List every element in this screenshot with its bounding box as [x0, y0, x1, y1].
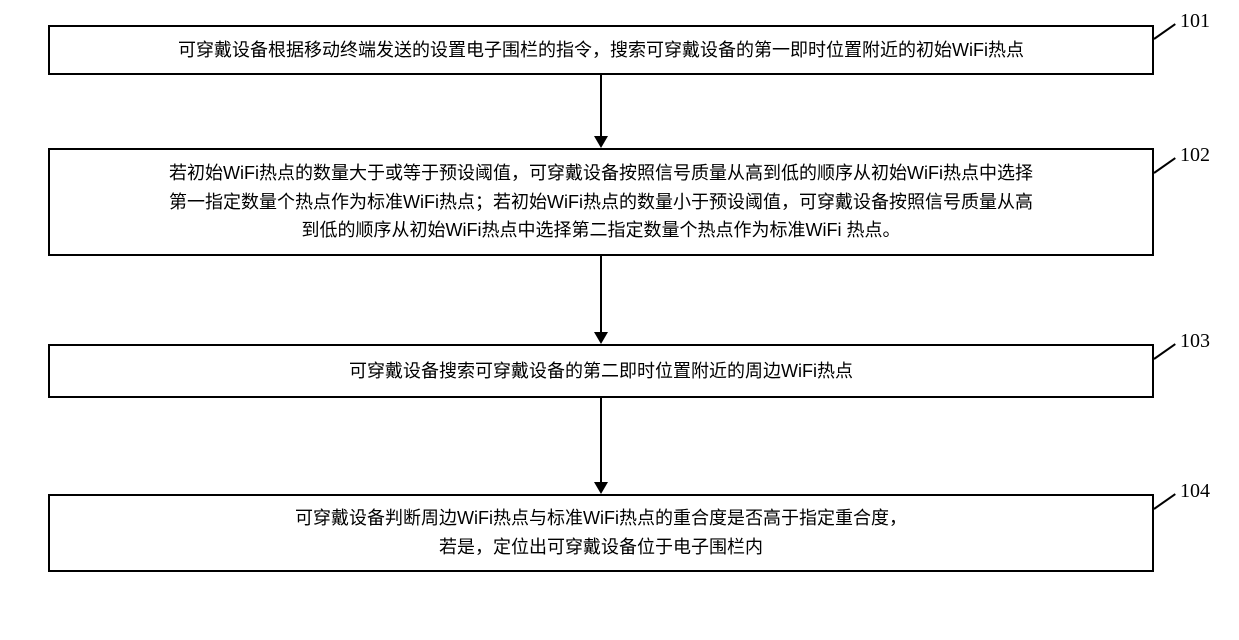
step-label-104: 104 [1180, 480, 1210, 503]
flow-step-text: 可穿戴设备根据移动终端发送的设置电子围栏的指令，搜索可穿戴设备的第一即时位置附近… [178, 36, 1024, 65]
step-label-103: 103 [1180, 330, 1210, 353]
flow-arrow [600, 75, 602, 136]
flow-arrow-head [594, 482, 608, 494]
flow-step-101: 可穿戴设备根据移动终端发送的设置电子围栏的指令，搜索可穿戴设备的第一即时位置附近… [48, 25, 1154, 75]
flow-step-104: 可穿戴设备判断周边WiFi热点与标准WiFi热点的重合度是否高于指定重合度， 若… [48, 494, 1154, 572]
leader-line [1153, 23, 1175, 40]
text-line: 第一指定数量个热点作为标准WiFi热点；若初始WiFi热点的数量小于预设阈值，可… [169, 188, 1033, 217]
step-label-102: 102 [1180, 144, 1210, 167]
flow-step-102: 若初始WiFi热点的数量大于或等于预设阈值，可穿戴设备按照信号质量从高到低的顺序… [48, 148, 1154, 256]
text-line: 可穿戴设备判断周边WiFi热点与标准WiFi热点的重合度是否高于指定重合度， [295, 504, 907, 533]
flow-step-text: 可穿戴设备搜索可穿戴设备的第二即时位置附近的周边WiFi热点 [349, 357, 853, 386]
flow-step-text: 若初始WiFi热点的数量大于或等于预设阈值，可穿戴设备按照信号质量从高到低的顺序… [169, 159, 1033, 245]
leader-line [1153, 343, 1175, 360]
flow-arrow-head [594, 136, 608, 148]
text-line: 若初始WiFi热点的数量大于或等于预设阈值，可穿戴设备按照信号质量从高到低的顺序… [169, 159, 1033, 188]
flow-arrow [600, 256, 602, 332]
flow-arrow [600, 398, 602, 482]
flow-step-103: 可穿戴设备搜索可穿戴设备的第二即时位置附近的周边WiFi热点 [48, 344, 1154, 398]
step-label-101: 101 [1180, 10, 1210, 33]
flow-arrow-head [594, 332, 608, 344]
text-line: 到低的顺序从初始WiFi热点中选择第二指定数量个热点作为标准WiFi 热点。 [169, 216, 1033, 245]
flow-step-text: 可穿戴设备判断周边WiFi热点与标准WiFi热点的重合度是否高于指定重合度， 若… [295, 504, 907, 562]
leader-line [1153, 493, 1175, 510]
text-line: 若是，定位出可穿戴设备位于电子围栏内 [295, 533, 907, 562]
leader-line [1153, 157, 1175, 174]
